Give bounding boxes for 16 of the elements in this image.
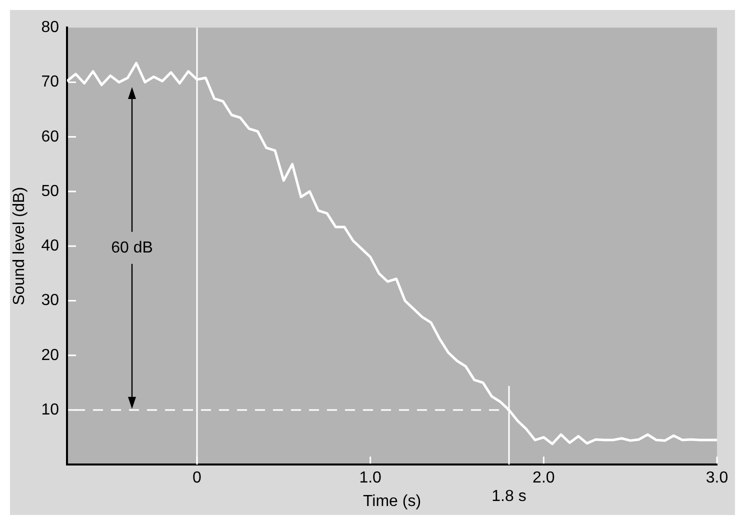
y-tick-label: 20: [41, 346, 60, 364]
y-tick-label: 60: [41, 128, 60, 146]
x-tick-label: 2.0: [532, 470, 555, 487]
y-axis-title: Sound level (dB): [11, 186, 28, 306]
annotation: 60 dB: [111, 239, 153, 256]
y-tick-label: 10: [41, 401, 60, 418]
y-tick-label: 50: [41, 182, 60, 200]
y-tick-label: 80: [41, 19, 60, 36]
y-tick-label: 40: [41, 238, 60, 255]
ref-line-label: 1.8 s: [492, 488, 526, 506]
y-tick-label: 30: [41, 292, 60, 310]
y-tick-label: 70: [41, 74, 60, 91]
x-tick-label: 0: [192, 470, 202, 487]
x-tick-label: 1.0: [359, 470, 382, 487]
x-axis-title: Time (s): [362, 492, 422, 510]
x-tick-label: 3.0: [706, 470, 728, 487]
